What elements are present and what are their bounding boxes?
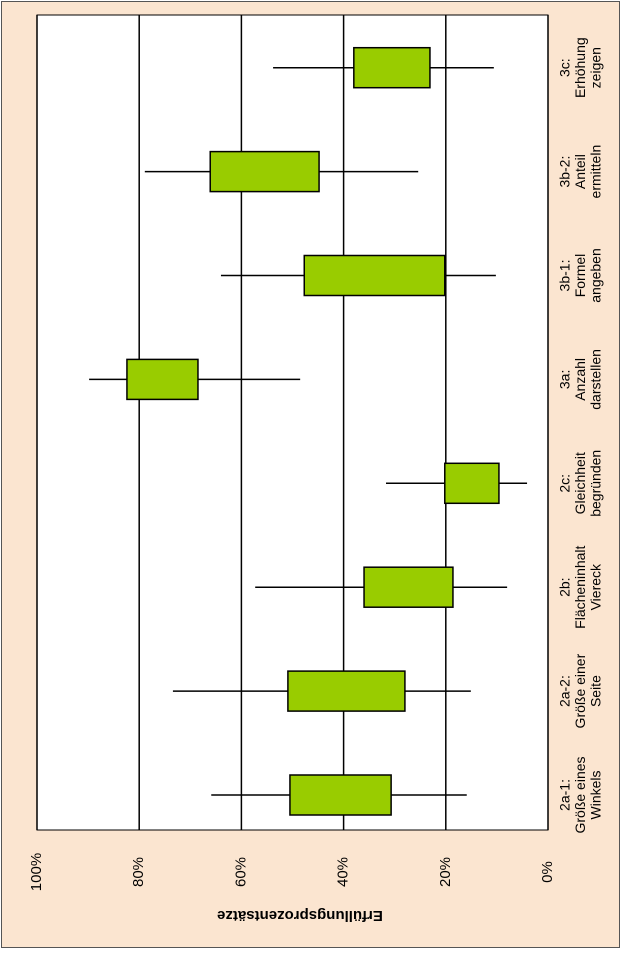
box: [303, 254, 446, 297]
box: [287, 670, 406, 712]
x-tick-label: 2c:: [557, 474, 573, 493]
x-tick-label: zeigen: [588, 47, 604, 88]
x-tick-label: Flächeninhalt: [572, 545, 588, 628]
x-tick-label: 3b-1:: [557, 260, 573, 292]
x-tick-label: Gleichheit: [572, 452, 588, 514]
y-tick-label: 20%: [437, 857, 454, 887]
y-tick-label: 100%: [28, 853, 45, 891]
x-tick-label: Formel: [572, 254, 588, 298]
x-tick-label: 2a-2:: [557, 675, 573, 707]
x-tick-label: 2b:: [557, 577, 573, 596]
box: [353, 46, 431, 89]
x-tick-label: Erhöhung: [572, 37, 588, 98]
x-tick-label: Seite: [588, 675, 604, 707]
x-tick-label: 3a:: [557, 370, 573, 389]
y-tick-label: 40%: [335, 857, 352, 887]
x-tick-label: 3b-2:: [557, 156, 573, 188]
x-tick-label: angeben: [588, 248, 604, 303]
x-tick-label: Größe einer: [572, 653, 588, 728]
x-tick-label: Größe eines: [572, 756, 588, 833]
x-tick-label: 3c:: [557, 58, 573, 77]
x-tick-label: 2a-1:: [557, 779, 573, 811]
x-tick-label: Anteil: [572, 154, 588, 189]
x-tick-label: ermitteln: [588, 145, 604, 199]
y-tick-label: 0%: [539, 861, 556, 883]
x-tick-label: darstellen: [588, 349, 604, 410]
axis-title: Erfüllungsprozentsätze: [217, 907, 383, 924]
x-tick-label: Anzahl: [572, 358, 588, 401]
box: [444, 462, 500, 505]
x-tick-label: Winkels: [588, 770, 604, 819]
box: [289, 774, 392, 816]
box: [209, 150, 320, 193]
y-tick-label: 80%: [130, 857, 147, 887]
x-tick-label: Viereck: [588, 563, 604, 610]
box: [363, 566, 454, 608]
x-tick-label: begründen: [588, 450, 604, 517]
box: [126, 358, 199, 401]
y-tick-label: 60%: [232, 857, 249, 887]
